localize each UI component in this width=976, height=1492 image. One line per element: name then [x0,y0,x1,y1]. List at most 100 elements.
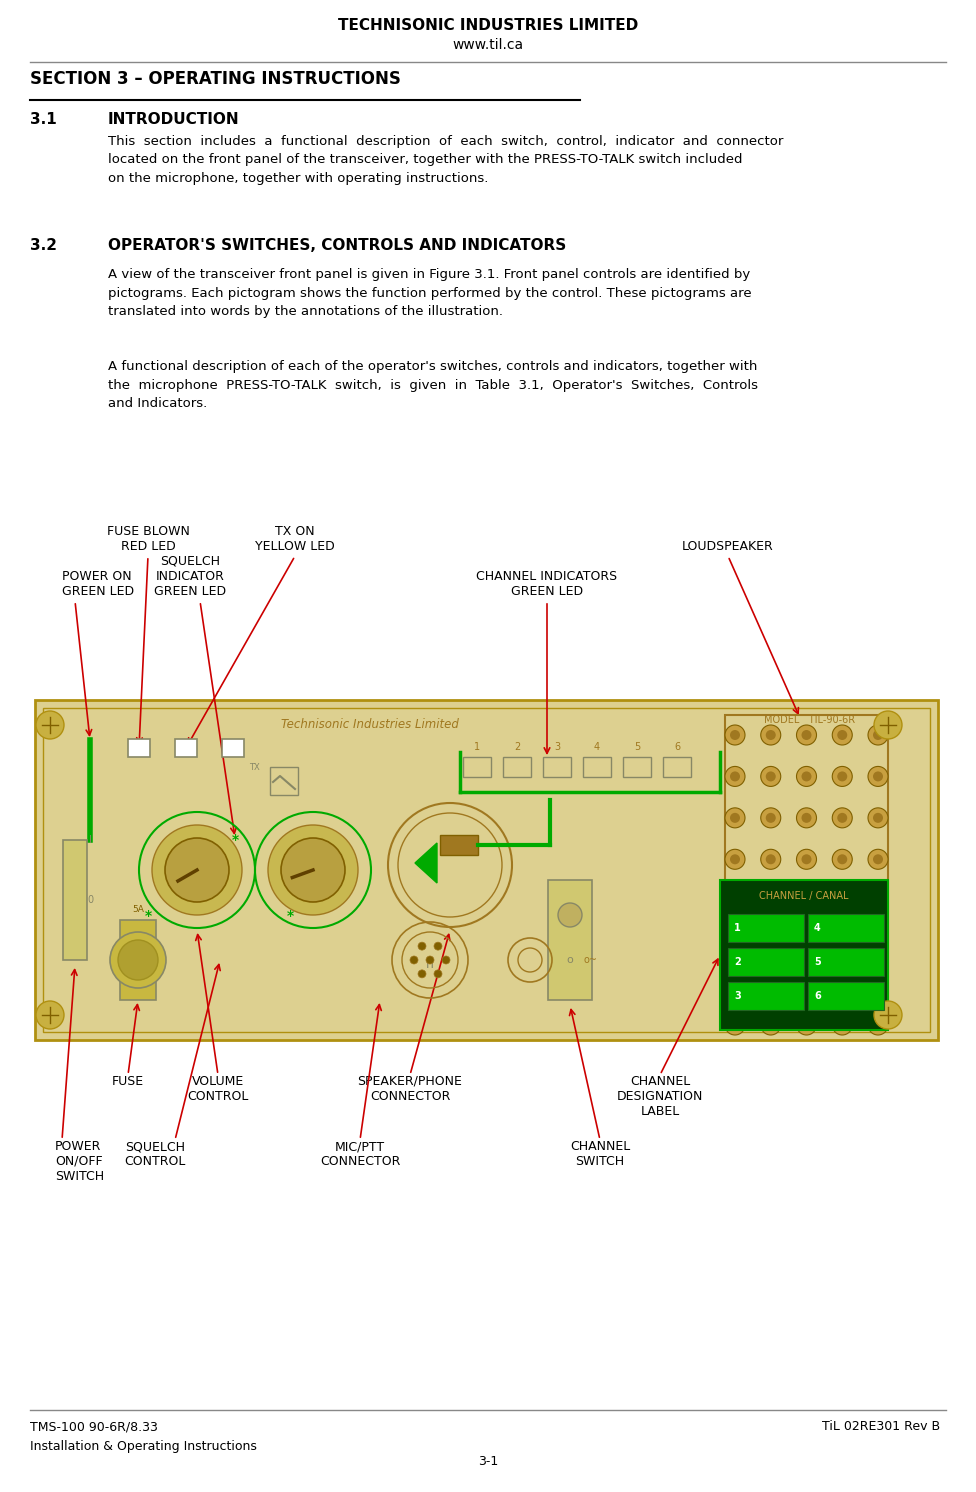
Text: FUSE: FUSE [112,1076,144,1088]
Circle shape [760,891,781,910]
Text: o: o [567,955,573,965]
Circle shape [766,730,776,740]
Text: A view of the transceiver front panel is given in Figure 3.1. Front panel contro: A view of the transceiver front panel is… [108,269,752,318]
Text: FUSE: FUSE [126,950,135,970]
Circle shape [36,712,64,739]
Circle shape [730,979,740,989]
Circle shape [725,767,745,786]
Circle shape [36,1001,64,1029]
Circle shape [152,825,242,915]
Text: MIC/PTT
CONNECTOR: MIC/PTT CONNECTOR [320,1140,400,1168]
Text: SPEAKER/PHONE
CONNECTOR: SPEAKER/PHONE CONNECTOR [357,1076,463,1103]
Text: Installation & Operating Instructions: Installation & Operating Instructions [30,1440,257,1453]
Circle shape [796,1015,817,1035]
Bar [128,739,150,756]
Circle shape [868,807,888,828]
Bar [720,880,888,1029]
Text: SECTION 3 – OPERATING INSTRUCTIONS: SECTION 3 – OPERATING INSTRUCTIONS [30,70,401,88]
Text: CHANNEL / CANAL: CHANNEL / CANAL [759,891,849,901]
Text: *: * [144,909,151,924]
Text: TECHNISONIC INDUSTRIES LIMITED: TECHNISONIC INDUSTRIES LIMITED [338,18,638,33]
Circle shape [725,807,745,828]
Circle shape [837,771,847,782]
Text: CHANNEL INDICATORS
GREEN LED: CHANNEL INDICATORS GREEN LED [476,570,618,598]
Text: TX: TX [249,764,260,773]
Circle shape [725,932,745,952]
Text: Technisonic Industries Limited: Technisonic Industries Limited [281,718,459,731]
Text: 5: 5 [633,742,640,752]
Circle shape [868,891,888,910]
Text: TiL 02RE301 Rev B: TiL 02RE301 Rev B [822,1420,940,1432]
Circle shape [833,891,852,910]
Text: MODEL   TIL-90-6R: MODEL TIL-90-6R [764,715,856,725]
Bar [548,880,592,1000]
Circle shape [766,771,776,782]
Circle shape [760,725,781,745]
Text: 4: 4 [814,924,821,932]
Bar [808,947,884,976]
Circle shape [837,813,847,824]
Circle shape [725,1015,745,1035]
Circle shape [725,891,745,910]
Text: SQUELCH
INDICATOR
GREEN LED: SQUELCH INDICATOR GREEN LED [154,555,226,598]
Circle shape [801,813,811,824]
Text: 2: 2 [514,742,520,752]
Circle shape [434,970,442,977]
Circle shape [868,1015,888,1035]
Circle shape [165,839,229,903]
Circle shape [110,932,166,988]
Text: 3.1: 3.1 [30,112,57,127]
Text: POWER
ON/OFF
SWITCH: POWER ON/OFF SWITCH [55,1140,104,1183]
Bar [43,709,930,1032]
Text: FUSE: FUSE [140,950,148,970]
Bar [623,756,651,777]
Circle shape [760,807,781,828]
Circle shape [873,1021,883,1029]
Circle shape [730,895,740,906]
Circle shape [837,730,847,740]
Text: I: I [89,836,92,844]
Bar [120,921,156,1000]
Circle shape [873,855,883,864]
Text: FUSE BLOWN
RED LED: FUSE BLOWN RED LED [106,525,189,554]
Bar [175,739,197,756]
Circle shape [796,767,817,786]
Bar [725,715,888,1025]
Bar [270,767,298,795]
Bar [35,700,938,1040]
Circle shape [833,1015,852,1035]
Circle shape [796,725,817,745]
Bar [63,840,87,959]
Circle shape [833,932,852,952]
Circle shape [833,849,852,870]
Bar [728,982,804,1010]
Circle shape [873,813,883,824]
Circle shape [766,895,776,906]
Circle shape [833,725,852,745]
Text: SQUELCH
CONTROL: SQUELCH CONTROL [124,1140,185,1168]
Bar [543,756,571,777]
Text: 6: 6 [674,742,680,752]
Circle shape [868,849,888,870]
Text: This  section  includes  a  functional  description  of  each  switch,  control,: This section includes a functional descr… [108,134,784,185]
Circle shape [418,970,426,977]
Bar [808,982,884,1010]
Text: 3: 3 [734,991,741,1001]
Text: FUSE: FUSE [132,950,141,970]
Circle shape [730,730,740,740]
Circle shape [868,932,888,952]
Circle shape [760,974,781,994]
Bar [663,756,691,777]
Circle shape [801,730,811,740]
Circle shape [837,1021,847,1029]
Text: o~: o~ [583,955,597,965]
Text: OPERATOR'S SWITCHES, CONTROLS AND INDICATORS: OPERATOR'S SWITCHES, CONTROLS AND INDICA… [108,239,566,254]
Text: CHANNEL
SWITCH: CHANNEL SWITCH [570,1140,630,1168]
Circle shape [796,974,817,994]
Circle shape [442,956,450,964]
Circle shape [873,771,883,782]
Text: VOLUME
CONTROL: VOLUME CONTROL [187,1076,249,1103]
Circle shape [801,937,811,947]
Text: 1: 1 [734,924,741,932]
Circle shape [730,937,740,947]
